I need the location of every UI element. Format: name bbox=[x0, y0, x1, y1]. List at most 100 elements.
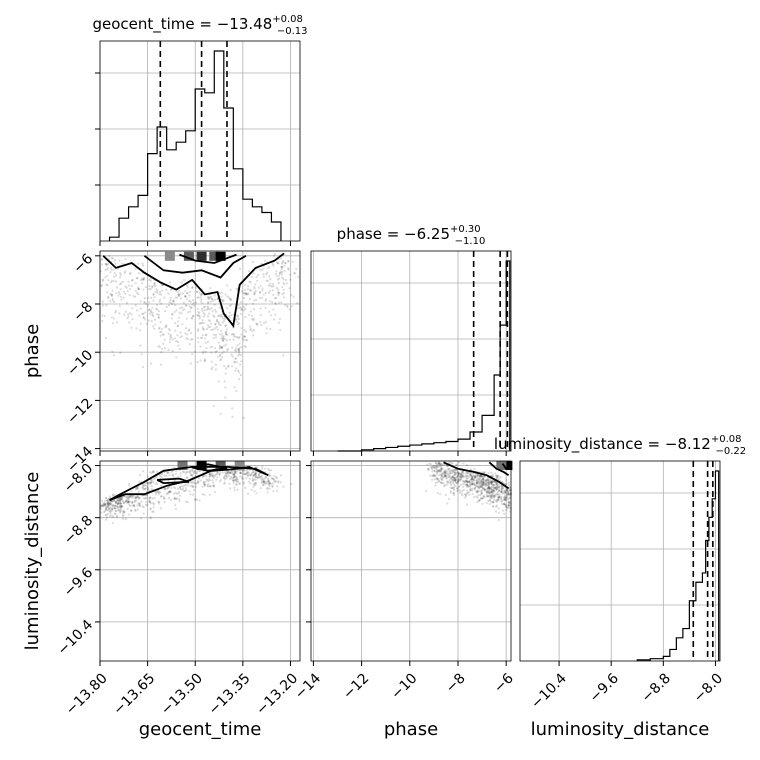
scatter-point bbox=[453, 476, 456, 479]
scatter-point bbox=[504, 506, 508, 509]
scatter-point bbox=[476, 491, 479, 494]
scatter-point bbox=[269, 289, 272, 292]
scatter-point bbox=[226, 471, 229, 474]
scatter-point bbox=[433, 467, 436, 470]
scatter-point bbox=[249, 329, 252, 332]
scatter-point bbox=[494, 487, 497, 490]
scatter-point bbox=[174, 487, 177, 490]
scatter-point bbox=[453, 477, 456, 480]
scatter-point bbox=[206, 305, 209, 308]
scatter-point bbox=[133, 505, 136, 508]
scatter-point bbox=[264, 306, 267, 310]
scatter-point bbox=[122, 514, 125, 517]
scatter-point bbox=[272, 477, 275, 481]
scatter-point bbox=[292, 295, 295, 298]
scatter-point bbox=[178, 499, 181, 502]
scatter-point bbox=[264, 291, 267, 294]
scatter-point bbox=[104, 509, 107, 512]
scatter-point bbox=[185, 489, 188, 492]
scatter-point bbox=[218, 323, 221, 326]
scatter-point bbox=[224, 293, 227, 296]
scatter-point bbox=[469, 478, 472, 481]
scatter-point bbox=[251, 479, 254, 482]
panel-frame bbox=[310, 460, 512, 662]
scatter-point bbox=[160, 330, 163, 333]
scatter-point bbox=[460, 483, 463, 486]
scatter-point bbox=[263, 482, 266, 485]
scatter-point bbox=[468, 480, 471, 483]
scatter-point bbox=[110, 514, 114, 518]
scatter-point bbox=[153, 296, 156, 299]
scatter-point bbox=[121, 505, 124, 508]
contour-outer bbox=[102, 252, 285, 328]
scatter-point bbox=[198, 470, 201, 473]
scatter-point bbox=[220, 295, 223, 298]
scatter-point bbox=[141, 485, 144, 489]
scatter-point bbox=[494, 505, 498, 508]
scatter-point bbox=[117, 509, 120, 512]
scatter-point bbox=[177, 293, 180, 296]
scatter-point bbox=[471, 477, 474, 480]
scatter-point bbox=[270, 477, 273, 480]
scatter-point bbox=[229, 475, 232, 479]
scatter-point bbox=[137, 287, 140, 291]
scatter-point bbox=[123, 509, 126, 512]
scatter-point bbox=[209, 346, 212, 349]
scatter-point bbox=[282, 485, 285, 488]
scatter-point bbox=[445, 475, 448, 478]
scatter-point bbox=[191, 468, 194, 472]
scatter-point bbox=[116, 499, 119, 503]
scatter-point bbox=[137, 286, 140, 289]
scatter-point bbox=[191, 338, 194, 341]
scatter-point bbox=[286, 267, 290, 270]
scatter-point bbox=[433, 470, 437, 473]
scatter-point bbox=[503, 502, 506, 505]
scatter-point bbox=[231, 471, 234, 474]
scatter-point bbox=[177, 324, 180, 327]
scatter-point bbox=[216, 297, 219, 300]
scatter-point bbox=[221, 338, 224, 341]
scatter-point bbox=[436, 491, 439, 495]
scatter-point bbox=[219, 478, 222, 482]
scatter-point bbox=[158, 327, 161, 330]
scatter-point bbox=[125, 496, 128, 499]
scatter-point bbox=[214, 368, 218, 371]
scatter-point bbox=[169, 296, 172, 299]
scatter-point bbox=[137, 490, 140, 493]
scatter-point bbox=[246, 468, 249, 472]
scatter-point bbox=[100, 258, 103, 261]
scatter-point bbox=[264, 483, 268, 486]
scatter-point bbox=[465, 477, 468, 480]
scatter-point bbox=[506, 493, 509, 496]
scatter-point bbox=[126, 502, 129, 505]
scatter-point bbox=[278, 277, 281, 280]
scatter-point bbox=[169, 333, 172, 337]
scatter-point bbox=[262, 480, 266, 483]
scatter-point bbox=[283, 269, 286, 272]
scatter-point bbox=[192, 481, 195, 484]
contour-core bbox=[191, 463, 228, 472]
scatter-point bbox=[446, 502, 449, 505]
scatter-point bbox=[264, 299, 267, 302]
scatter-point bbox=[201, 309, 204, 312]
scatter-point bbox=[485, 502, 488, 505]
scatter-point bbox=[465, 483, 468, 486]
scatter-point bbox=[242, 339, 245, 342]
scatter-point bbox=[436, 462, 439, 465]
scatter-point bbox=[243, 305, 246, 308]
scatter-point bbox=[270, 285, 273, 288]
scatter-point bbox=[249, 482, 252, 485]
scatter-point bbox=[168, 474, 171, 477]
scatter-point bbox=[157, 491, 160, 494]
scatter-point bbox=[106, 284, 109, 287]
contour-inner bbox=[156, 477, 190, 485]
scatter-point bbox=[272, 293, 275, 296]
scatter-point bbox=[269, 327, 272, 330]
scatter-point bbox=[162, 497, 165, 500]
scatter-point bbox=[239, 472, 242, 475]
scatter-point bbox=[196, 290, 199, 293]
scatter-point bbox=[233, 386, 236, 389]
scatter-point bbox=[213, 294, 216, 297]
scatter-point bbox=[214, 327, 217, 330]
scatter-point bbox=[234, 470, 237, 473]
